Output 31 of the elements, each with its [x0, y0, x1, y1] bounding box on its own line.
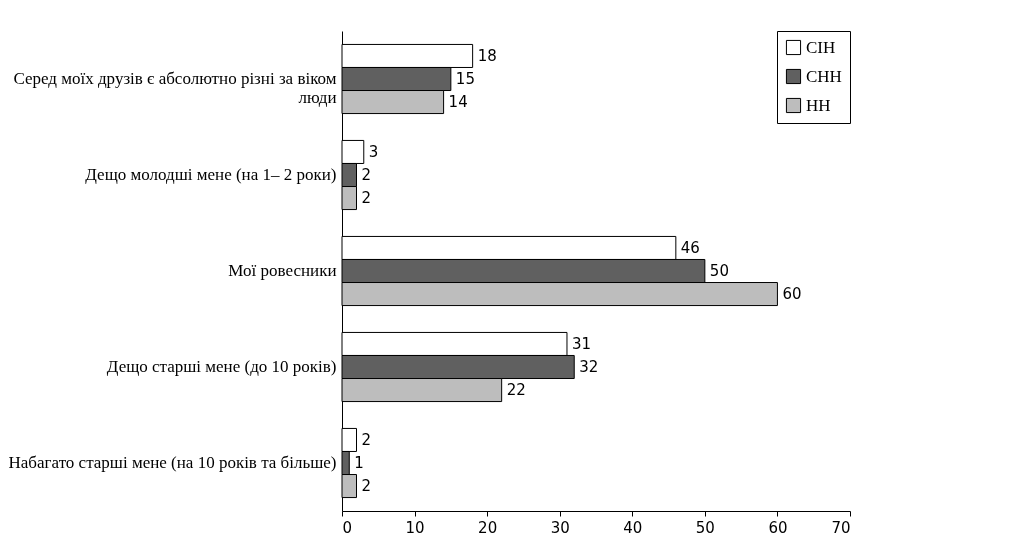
data-label: 60 [782, 285, 802, 304]
x-tick-label: 60 [768, 518, 788, 537]
y-tick-label: Серед моїх друзів є абсолютно різні за віком люди [13, 69, 337, 107]
x-tick-label: 70 [831, 518, 851, 537]
data-label: 3 [368, 142, 379, 161]
legend-label: СІН [806, 37, 836, 57]
data-label: 2 [361, 166, 372, 184]
data-label: 22 [506, 381, 526, 400]
data-label: 2 [361, 189, 372, 208]
legend-label: СНН [806, 66, 842, 86]
y-tick-label: Дещо старші мене (до 10 років) [106, 357, 337, 376]
x-tick-label: 30 [550, 518, 570, 537]
x-tick-label: 40 [623, 518, 643, 537]
x-tick-label: 0 [342, 518, 353, 537]
data-label: 32 [579, 358, 599, 376]
y-tick-label: Набагато старші мене (на 10 років та більше) [8, 453, 337, 472]
data-label: 1 [354, 454, 364, 472]
y-tick-label: Мої ровесники [228, 261, 337, 280]
x-tick-label: 50 [695, 518, 715, 537]
data-label: 50 [709, 262, 729, 280]
data-label: 2 [361, 477, 372, 496]
x-tick-label: 10 [405, 518, 425, 537]
data-label: 18 [477, 46, 497, 65]
data-label: 14 [448, 93, 468, 112]
legend-label: НН [806, 95, 831, 115]
data-label: 31 [571, 334, 592, 353]
x-tick-label: 20 [478, 518, 498, 537]
data-label: 2 [361, 430, 372, 449]
data-label: 15 [455, 70, 475, 88]
y-tick-label: Дещо молодші мене (на 1– 2 роки) [85, 165, 337, 184]
data-label: 46 [680, 238, 700, 257]
